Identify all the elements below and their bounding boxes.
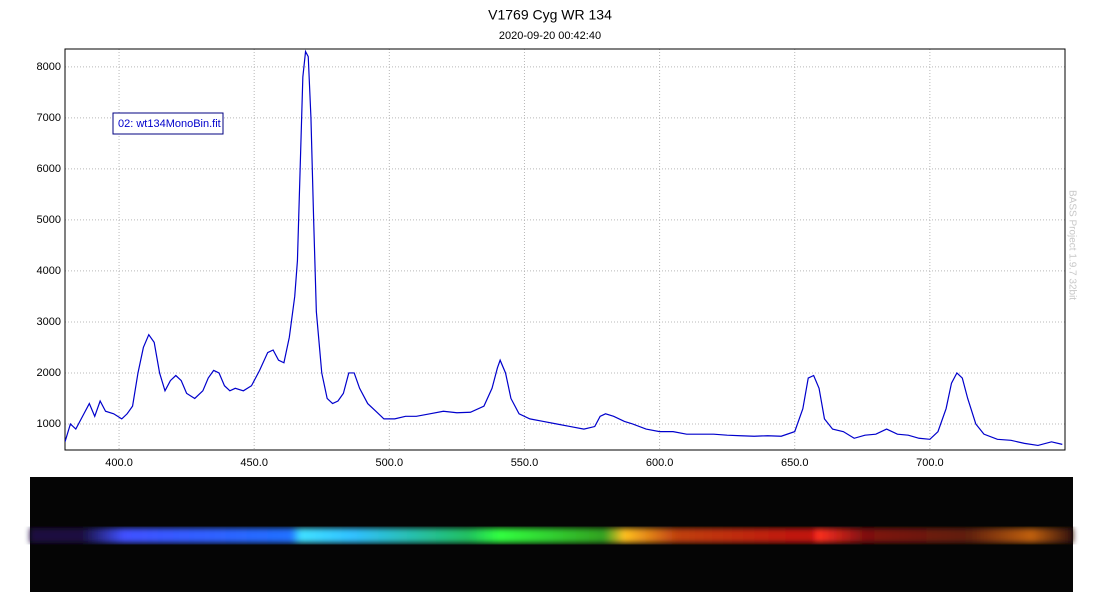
spectrum-band bbox=[30, 528, 1073, 543]
side-note: BASS Project 1.9.7 32bit bbox=[1066, 190, 1077, 300]
x-tick-label: 400.0 bbox=[105, 457, 133, 469]
y-tick-label: 3000 bbox=[37, 316, 61, 328]
chart-title: V1769 Cyg WR 134 bbox=[488, 7, 612, 23]
y-tick-label: 7000 bbox=[37, 112, 61, 124]
y-tick-label: 6000 bbox=[37, 163, 61, 175]
legend-label: 02: wt134MonoBin.fit bbox=[118, 118, 221, 130]
x-tick-label: 650.0 bbox=[781, 457, 809, 469]
y-tick-label: 4000 bbox=[37, 265, 61, 277]
y-tick-label: 1000 bbox=[37, 418, 61, 430]
plot-frame bbox=[64, 48, 1066, 451]
x-tick-label: 700.0 bbox=[916, 457, 944, 469]
y-tick-label: 5000 bbox=[37, 214, 61, 226]
y-tick-label: 8000 bbox=[37, 61, 61, 73]
legend-box bbox=[112, 112, 224, 135]
spectrum-line bbox=[65, 49, 1063, 447]
y-tick-label: 2000 bbox=[37, 367, 61, 379]
x-tick-label: 500.0 bbox=[376, 457, 404, 469]
x-tick-label: 550.0 bbox=[511, 457, 539, 469]
x-tick-label: 600.0 bbox=[646, 457, 674, 469]
chart-subtitle: 2020-09-20 00:42:40 bbox=[499, 30, 601, 42]
x-tick-label: 450.0 bbox=[240, 457, 268, 469]
